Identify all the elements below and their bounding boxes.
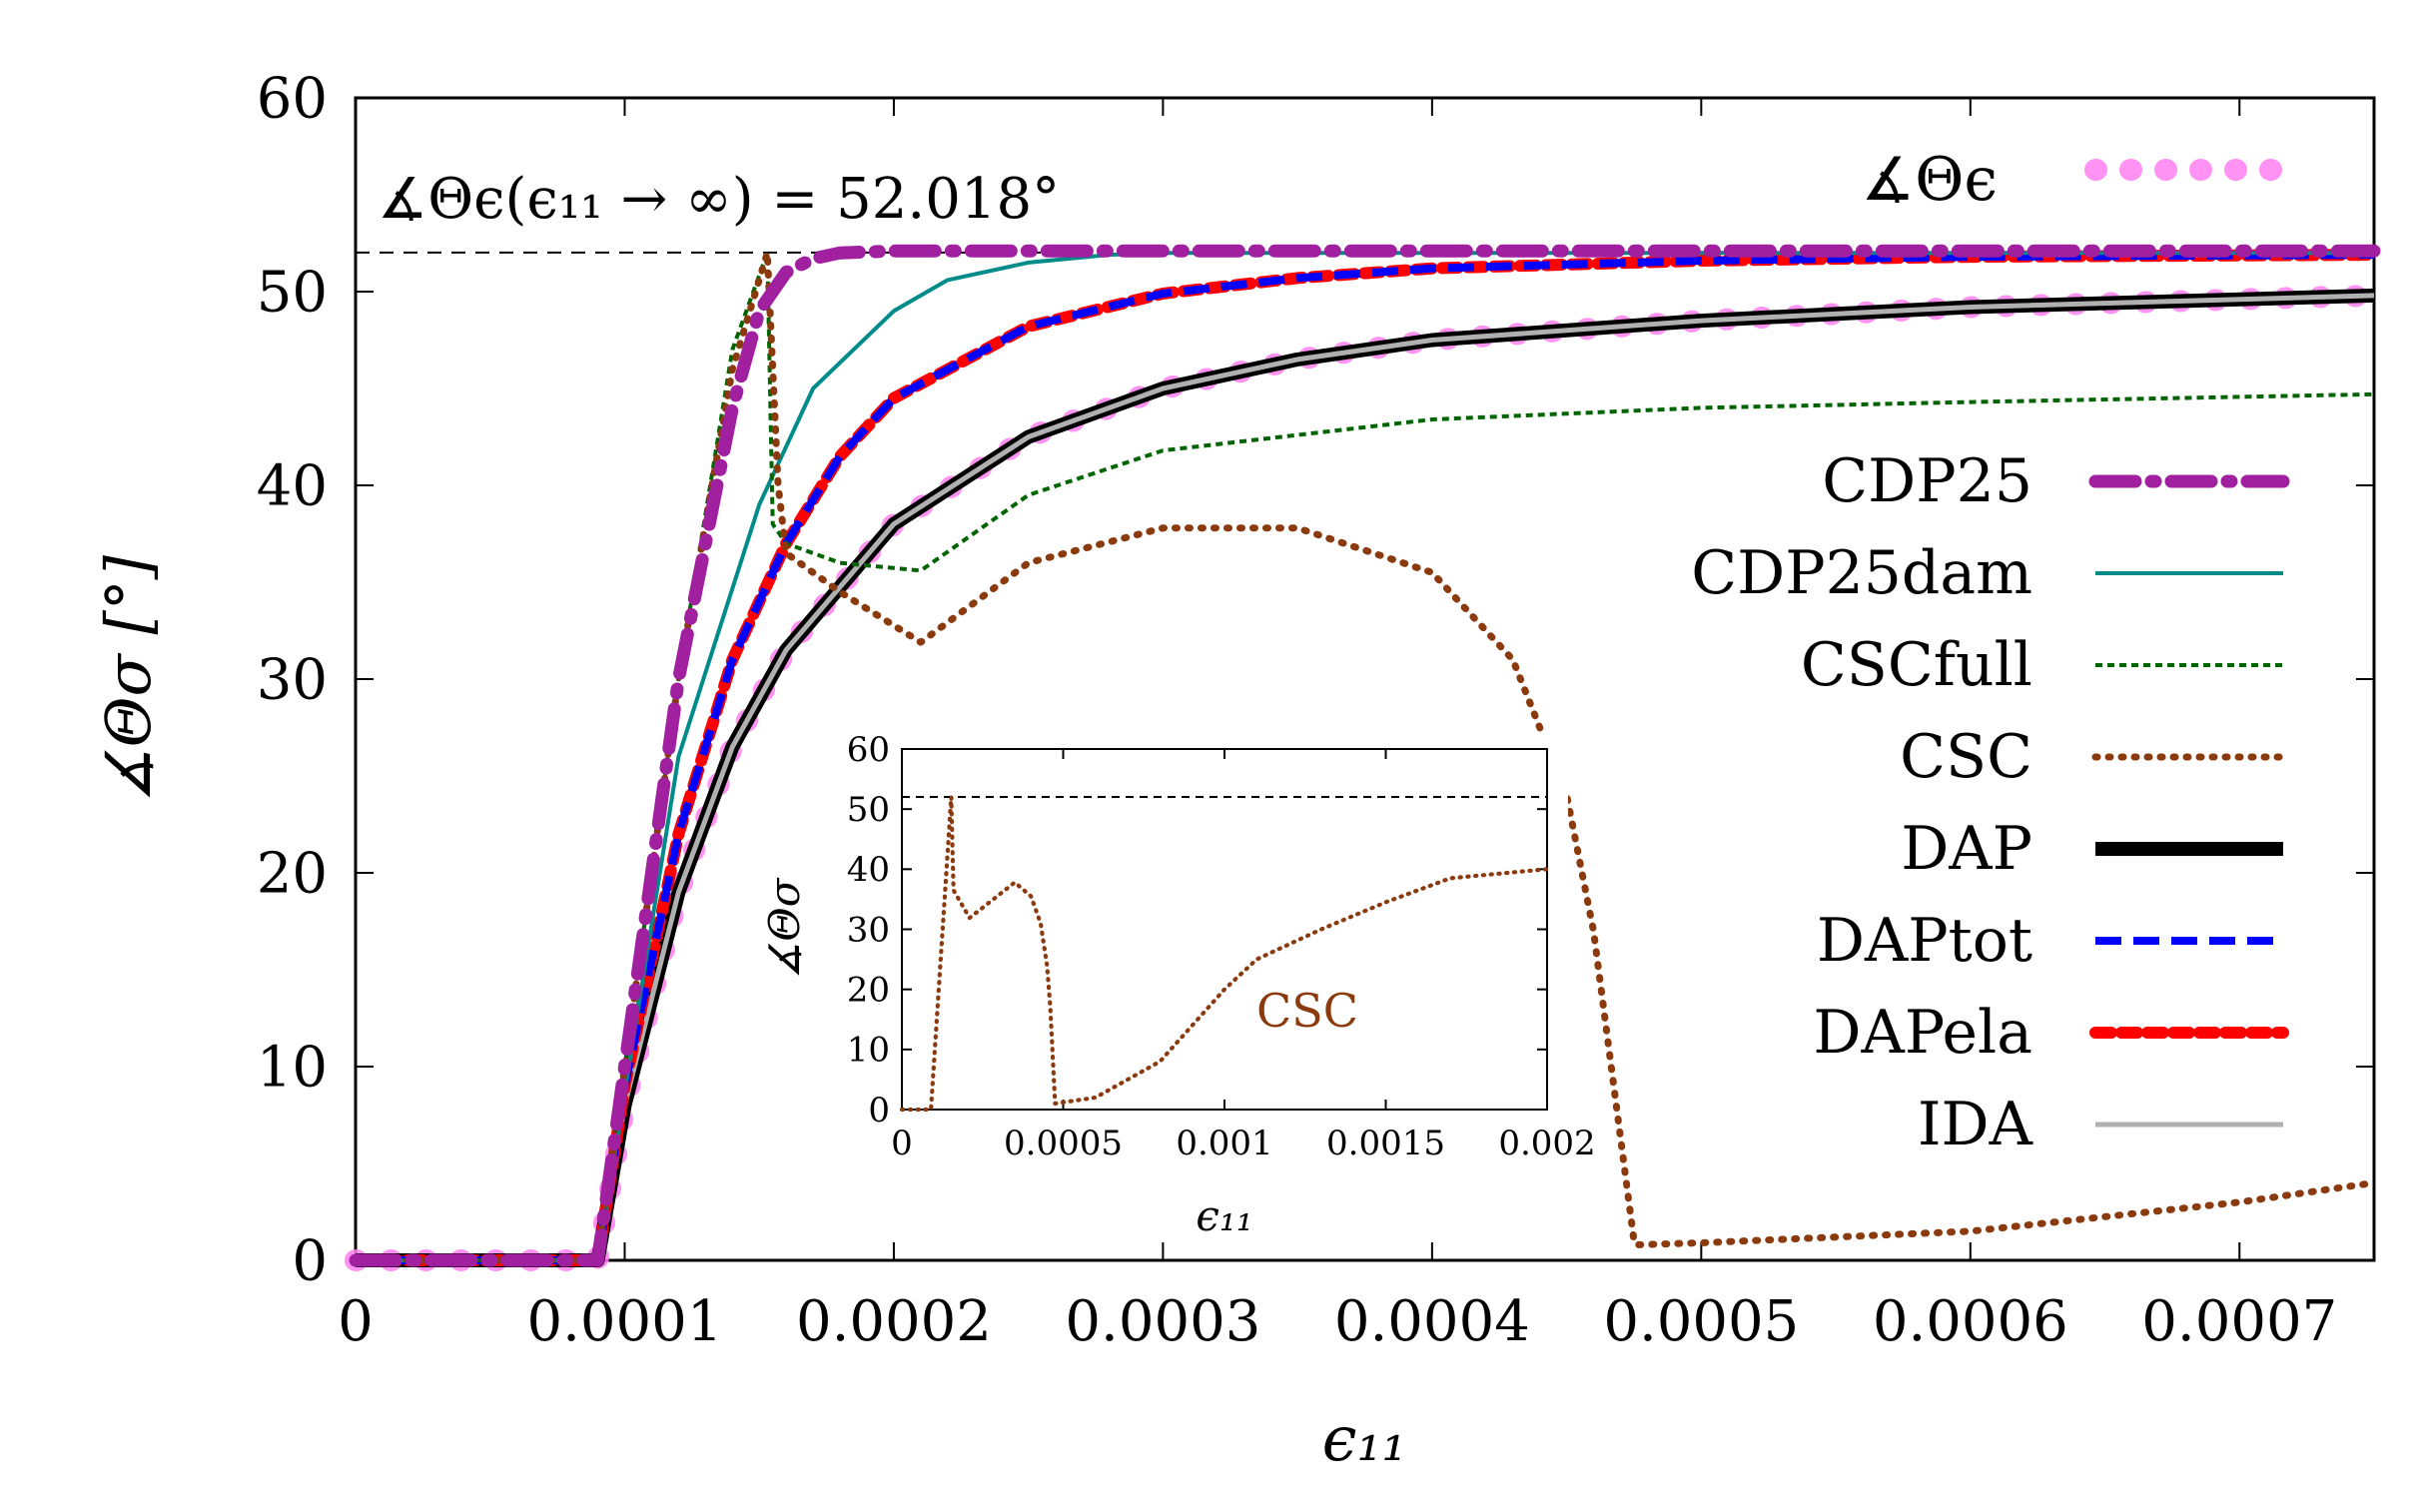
y-axis-title: ∡Θσ [°] <box>92 554 165 803</box>
inset-series <box>899 795 1550 1113</box>
y-tick-label: 0 <box>292 1229 328 1294</box>
y-tick-label: 30 <box>257 648 328 713</box>
y-tick-label: 40 <box>257 454 328 519</box>
x-tick-label: 0.0005 <box>1004 1124 1123 1163</box>
legend-label: DAPela <box>1813 998 2032 1068</box>
x-tick-label: 0 <box>338 1289 374 1354</box>
inset-background <box>789 734 1568 1203</box>
y-tick-label: 60 <box>847 730 890 770</box>
inset-x-axis-title: ϵ₁₁ <box>1196 1191 1252 1240</box>
x-tick-label: 0.001 <box>1176 1124 1272 1163</box>
x-axis-title: ϵ₁₁ <box>1322 1402 1406 1475</box>
inset-annotation: CSC <box>1256 984 1358 1038</box>
legend: ∡Θϵ CDP25 CDP25dam CSCfull CSC DAP DAPtot DAPel… <box>1691 145 2294 1159</box>
legend-label: ∡Θϵ <box>1861 145 1998 215</box>
x-tick-label: 0.0003 <box>1065 1289 1260 1354</box>
y-tick-label: 0 <box>868 1091 890 1131</box>
legend-label: CDP25 <box>1822 446 2032 516</box>
x-tick-label: 0.0005 <box>1603 1289 1799 1354</box>
x-tick-label: 0.0004 <box>1334 1289 1530 1354</box>
series-line-ida <box>356 293 2375 1263</box>
x-tick-label: 0.0001 <box>526 1289 722 1354</box>
main-series <box>345 244 2385 1271</box>
y-tick-label: 50 <box>257 261 328 326</box>
series-line-cdp25 <box>349 244 2381 1267</box>
legend-label: IDA <box>1918 1090 2033 1159</box>
y-tick-label: 30 <box>847 910 890 950</box>
series-line-daptot <box>356 251 2375 1264</box>
x-tick-label: 0.0015 <box>1326 1124 1445 1163</box>
y-tick-label: 40 <box>847 850 890 890</box>
main-ticks: 0 0.0001 0.0002 0.0003 0.0004 0.0005 0.0006 0.0… <box>257 67 2374 1354</box>
y-tick-label: 60 <box>257 67 328 132</box>
x-tick-label: 0.002 <box>1498 1124 1595 1163</box>
x-tick-label: 0.0006 <box>1873 1289 2068 1354</box>
legend-label: DAPtot <box>1817 906 2032 976</box>
y-tick-label: 10 <box>847 1031 890 1071</box>
y-tick-label: 50 <box>847 790 890 830</box>
legend-label: CDP25dam <box>1691 538 2032 608</box>
y-tick-label: 20 <box>847 971 890 1011</box>
asymptote-annotation: ∡Θϵ(ϵ₁₁ → ∞) = 52.018° <box>378 167 1060 232</box>
legend-label: CSCfull <box>1801 630 2032 700</box>
x-tick-label: 0.0002 <box>796 1289 992 1354</box>
legend-label: DAP <box>1901 814 2032 884</box>
x-tick-label: 0.0007 <box>2141 1289 2337 1354</box>
y-tick-label: 10 <box>257 1036 328 1101</box>
x-tick-label: 0 <box>891 1124 913 1163</box>
legend-label: CSC <box>1900 722 2032 792</box>
inset-ticks: 0 0.0005 0.001 0.0015 0.002 0 10 20 30 40 50 60 <box>847 730 1596 1163</box>
series-line-csc <box>899 795 1550 1113</box>
inset-y-axis-title: ∡Θσ <box>760 877 809 979</box>
y-tick-label: 20 <box>257 842 328 907</box>
